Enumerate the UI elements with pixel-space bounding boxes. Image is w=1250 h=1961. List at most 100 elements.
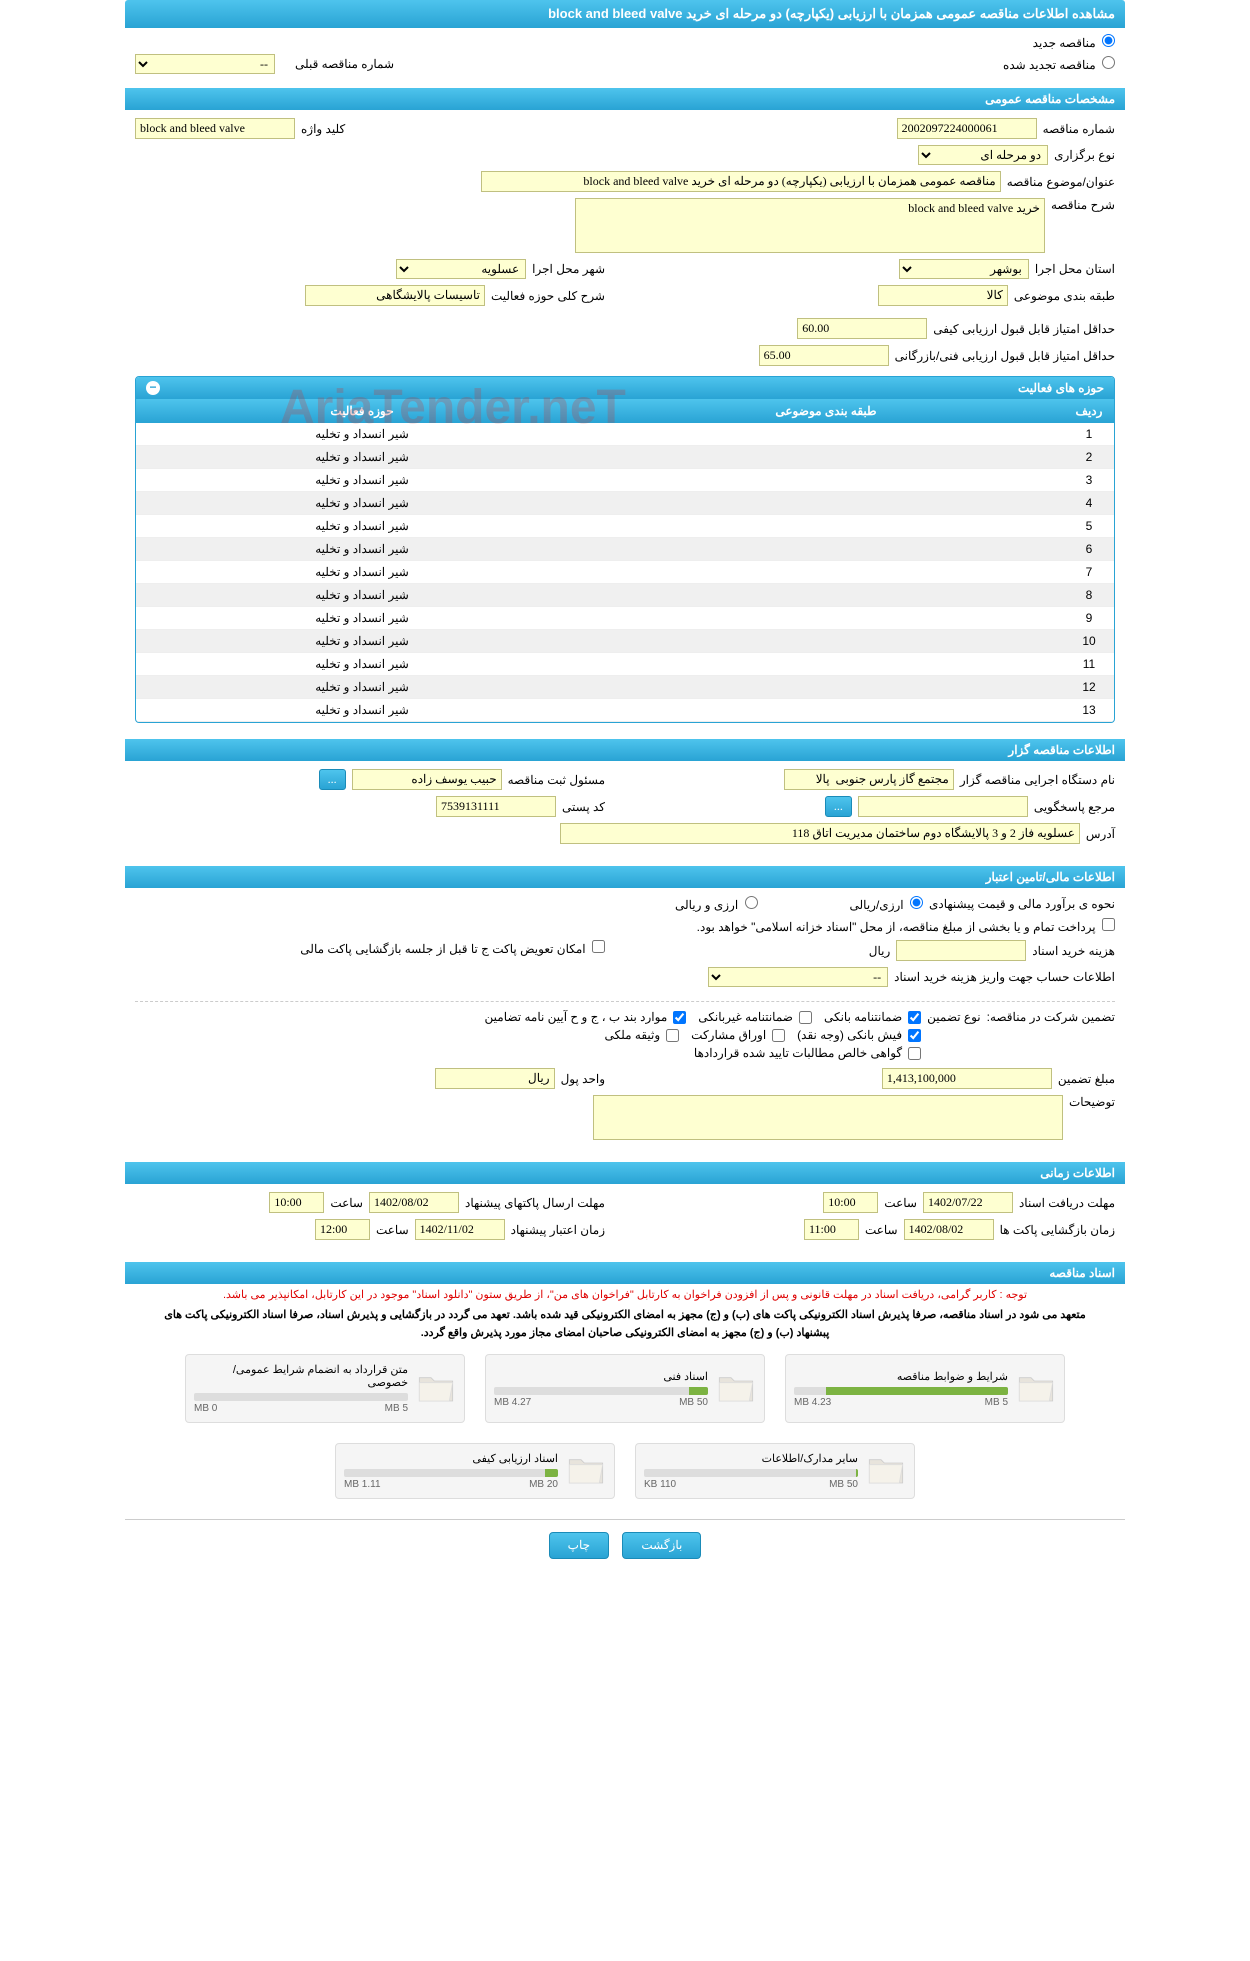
open-time[interactable] — [804, 1219, 859, 1240]
cb-cash[interactable]: فیش بانکی (وجه نقد) — [797, 1028, 921, 1042]
address-label: آدرس — [1086, 827, 1115, 841]
receive-date[interactable] — [923, 1192, 1013, 1213]
contact-input[interactable] — [858, 796, 1028, 817]
progress-bar — [644, 1469, 858, 1477]
folder-icon — [416, 1371, 456, 1407]
cb-receivables[interactable]: گواهی خالص مطالبات تایید شده قراردادها — [694, 1046, 921, 1060]
folder-icon — [716, 1371, 756, 1407]
account-select[interactable]: -- — [708, 967, 888, 987]
amount-label: مبلغ تضمین — [1058, 1072, 1115, 1086]
city-label: شهر محل اجرا — [532, 262, 605, 276]
print-button[interactable]: چاپ — [549, 1532, 609, 1559]
amount-input[interactable] — [882, 1068, 1052, 1089]
radio-both[interactable]: ارزی و ریالی — [675, 896, 758, 912]
collapse-icon[interactable]: − — [146, 381, 160, 395]
document-item[interactable]: متن قرارداد به انضمام شرایط عمومی/خصوصی … — [185, 1354, 465, 1423]
account-label: اطلاعات حساب جهت واریز هزینه خرید اسناد — [894, 970, 1115, 984]
doc-total: 5 MB — [385, 1403, 408, 1414]
doc-total: 50 MB — [829, 1479, 858, 1490]
subject-input[interactable] — [481, 171, 1001, 192]
open-date[interactable] — [904, 1219, 994, 1240]
currency-input[interactable] — [435, 1068, 555, 1089]
postal-input[interactable] — [436, 796, 556, 817]
reg-person-input[interactable] — [352, 769, 502, 790]
replace-cb[interactable]: امکان تعویض پاکت ج تا قبل از جلسه بازگشا… — [300, 940, 605, 956]
page-title: مشاهده اطلاعات مناقصه عمومی همزمان با ار… — [125, 0, 1125, 28]
table-row: 5شیر انسداد و تخلیه — [136, 515, 1114, 538]
cb-bank[interactable]: ضمانتنامه بانکی — [824, 1010, 921, 1024]
cb-property[interactable]: وثیقه ملکی — [605, 1028, 680, 1042]
progress-bar — [794, 1387, 1008, 1395]
section-timing: اطلاعات زمانی — [125, 1162, 1125, 1184]
contact-more-button[interactable]: ... — [825, 796, 852, 817]
validity-date[interactable] — [415, 1219, 505, 1240]
progress-bar — [494, 1387, 708, 1395]
section-holder: اطلاعات مناقصه گزار — [125, 739, 1125, 761]
activity-desc-input[interactable] — [305, 285, 485, 306]
tender-number-input[interactable] — [897, 118, 1037, 139]
prev-number-select[interactable]: -- — [135, 54, 275, 74]
keyword-input[interactable] — [135, 118, 295, 139]
folder-icon — [566, 1453, 606, 1489]
type-label: نوع برگزاری — [1054, 148, 1115, 162]
tender-type-select[interactable]: دو مرحله ای — [918, 145, 1048, 165]
notes-textarea[interactable] — [593, 1095, 1063, 1140]
min-tech-input[interactable] — [759, 345, 889, 366]
prev-number-label: شماره مناقصه قبلی — [295, 57, 394, 71]
doc-cost-unit: ریال — [869, 944, 891, 958]
desc-textarea[interactable] — [575, 198, 1045, 253]
progress-bar — [344, 1469, 558, 1477]
province-select[interactable]: بوشهر — [899, 259, 1029, 279]
radio-rial[interactable]: ارزی/ریالی — [850, 896, 923, 912]
receive-time[interactable] — [823, 1192, 878, 1213]
desc-label: شرح مناقصه — [1051, 198, 1115, 212]
back-button[interactable]: بازگشت — [622, 1532, 701, 1559]
guarantee-type-label: نوع تضمین — [927, 1010, 980, 1024]
reg-person-label: مسئول ثبت مناقصه — [508, 773, 605, 787]
send-time[interactable] — [269, 1192, 324, 1213]
cb-shares[interactable]: اوراق مشارکت — [691, 1028, 785, 1042]
table-row: 10شیر انسداد و تخلیه — [136, 630, 1114, 653]
radio-renewed-tender[interactable]: مناقصه تجدید شده — [1003, 56, 1115, 72]
send-label: مهلت ارسال پاکتهای پیشنهاد — [465, 1196, 605, 1210]
document-item[interactable]: اسناد ارزیابی کیفی 20 MB1.11 MB — [335, 1443, 615, 1499]
validity-time[interactable] — [315, 1219, 370, 1240]
table-row: 1شیر انسداد و تخلیه — [136, 423, 1114, 446]
category-label: طبقه بندی موضوعی — [1014, 289, 1115, 303]
section-documents: اسناد مناقصه — [125, 1262, 1125, 1284]
city-select[interactable]: عسلویه — [396, 259, 526, 279]
min-tech-label: حداقل امتیاز قابل قبول ارزیابی فنی/بازرگ… — [895, 349, 1115, 363]
document-item[interactable]: شرایط و ضوابط مناقصه 5 MB4.23 MB — [785, 1354, 1065, 1423]
reg-more-button[interactable]: ... — [319, 769, 346, 790]
progress-bar — [194, 1393, 408, 1401]
validity-label: زمان اعتبار پیشنهاد — [511, 1223, 605, 1237]
doc-title: شرایط و ضوابط مناقصه — [794, 1370, 1008, 1383]
table-row: 4شیر انسداد و تخلیه — [136, 492, 1114, 515]
subject-label: عنوان/موضوع مناقصه — [1007, 175, 1115, 189]
table-row: 9شیر انسداد و تخلیه — [136, 607, 1114, 630]
keyword-label: کلید واژه — [301, 122, 345, 136]
send-date[interactable] — [369, 1192, 459, 1213]
org-input[interactable] — [784, 769, 954, 790]
cb-items[interactable]: موارد بند ب ، ج و ح آیین نامه تضامین — [485, 1010, 687, 1024]
doc-used: 0 MB — [194, 1403, 217, 1414]
min-quality-input[interactable] — [797, 318, 927, 339]
currency-label: واحد پول — [561, 1072, 605, 1086]
col-row: ردیف — [1064, 399, 1114, 423]
address-input[interactable] — [560, 823, 1080, 844]
document-item[interactable]: اسناد فنی 50 MB4.27 MB — [485, 1354, 765, 1423]
document-item[interactable]: سایر مدارک/اطلاعات 50 MB 110 KB — [635, 1443, 915, 1499]
doc-cost-input[interactable] — [896, 940, 1026, 961]
radio-new-tender[interactable]: مناقصه جدید — [1033, 36, 1115, 50]
doc-title: اسناد ارزیابی کیفی — [344, 1452, 558, 1465]
receive-label: مهلت دریافت اسناد — [1019, 1196, 1115, 1210]
table-row: 12شیر انسداد و تخلیه — [136, 676, 1114, 699]
doc-title: سایر مدارک/اطلاعات — [644, 1452, 858, 1465]
doc-cost-label: هزینه خرید اسناد — [1032, 944, 1115, 958]
radio-renew-label: مناقصه تجدید شده — [1003, 58, 1096, 72]
category-input[interactable] — [878, 285, 1008, 306]
min-quality-label: حداقل امتیاز قابل قبول ارزیابی کیفی — [933, 322, 1115, 336]
payment-note-cb[interactable]: پرداخت تمام و یا بخشی از مبلغ مناقصه، از… — [697, 918, 1115, 934]
doc-used: 110 KB — [644, 1479, 676, 1490]
cb-nonbank[interactable]: ضمانتنامه غیربانکی — [698, 1010, 812, 1024]
